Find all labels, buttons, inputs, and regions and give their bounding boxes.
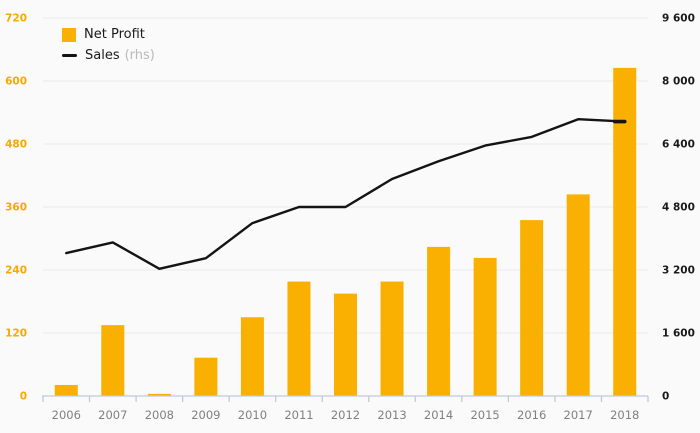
bar-2009[interactable] xyxy=(194,357,218,396)
bar-2010[interactable] xyxy=(240,317,264,396)
x-tick-label-2012: 2012 xyxy=(331,408,360,422)
x-tick-label-2016: 2016 xyxy=(517,408,546,422)
right-axis-tick-label: 3 200 xyxy=(662,265,695,277)
right-axis-tick-label: 6 400 xyxy=(662,139,695,151)
x-tick-label-2015: 2015 xyxy=(470,408,499,422)
right-axis-tick-label: 0 xyxy=(662,391,669,403)
x-tick-label-2010: 2010 xyxy=(238,408,267,422)
bar-2017[interactable] xyxy=(566,194,590,396)
bar-2015[interactable] xyxy=(473,257,497,396)
x-tick-label-2013: 2013 xyxy=(377,408,406,422)
legend: Net Profit Sales (rhs) xyxy=(62,27,155,69)
bar-2018[interactable] xyxy=(613,67,637,396)
bar-2016[interactable] xyxy=(520,220,544,396)
bar-2013[interactable] xyxy=(380,281,404,396)
sales-line[interactable] xyxy=(65,117,626,270)
bar-2007[interactable] xyxy=(101,325,125,396)
bar-2011[interactable] xyxy=(287,281,311,396)
legend-item-sales[interactable]: Sales (rhs) xyxy=(62,48,155,63)
x-tick-label-2014: 2014 xyxy=(424,408,453,422)
bar-2012[interactable] xyxy=(334,293,357,396)
x-tick-label-2007: 2007 xyxy=(98,408,127,422)
legend-item-net-profit[interactable]: Net Profit xyxy=(62,27,155,42)
legend-label-sales: Sales xyxy=(85,48,120,63)
legend-label-net-profit: Net Profit xyxy=(84,27,145,42)
x-tick-label-2011: 2011 xyxy=(284,408,313,422)
x-tick-label-2009: 2009 xyxy=(191,408,220,422)
x-tick-label-2017: 2017 xyxy=(564,408,593,422)
right-axis-tick-label: 8 000 xyxy=(662,76,695,88)
bar-2014[interactable] xyxy=(427,246,451,396)
sales-line-swatch-icon xyxy=(62,54,77,57)
left-axis-tick-label: 720 xyxy=(5,13,27,25)
left-axis-tick-label: 120 xyxy=(5,328,27,340)
left-axis-tick-label: 480 xyxy=(5,139,27,151)
net-profit-swatch-icon xyxy=(62,27,76,42)
left-axis-tick-label: 360 xyxy=(5,202,27,214)
x-tick-label-2008: 2008 xyxy=(145,408,174,422)
x-tick-label-2018: 2018 xyxy=(610,408,639,422)
bar-2008[interactable] xyxy=(147,393,171,396)
right-axis-tick-label: 4 800 xyxy=(662,202,695,214)
right-axis-tick-label: 1 600 xyxy=(662,328,695,340)
legend-rhs-suffix: (rhs) xyxy=(124,48,155,63)
left-axis-tick-label: 600 xyxy=(5,76,27,88)
left-axis-tick-label: 240 xyxy=(5,265,27,277)
x-tick-label-2006: 2006 xyxy=(52,408,81,422)
left-axis-tick-label: 0 xyxy=(20,391,27,403)
bar-2006[interactable] xyxy=(54,384,78,396)
right-axis-tick-label: 9 600 xyxy=(662,13,695,25)
